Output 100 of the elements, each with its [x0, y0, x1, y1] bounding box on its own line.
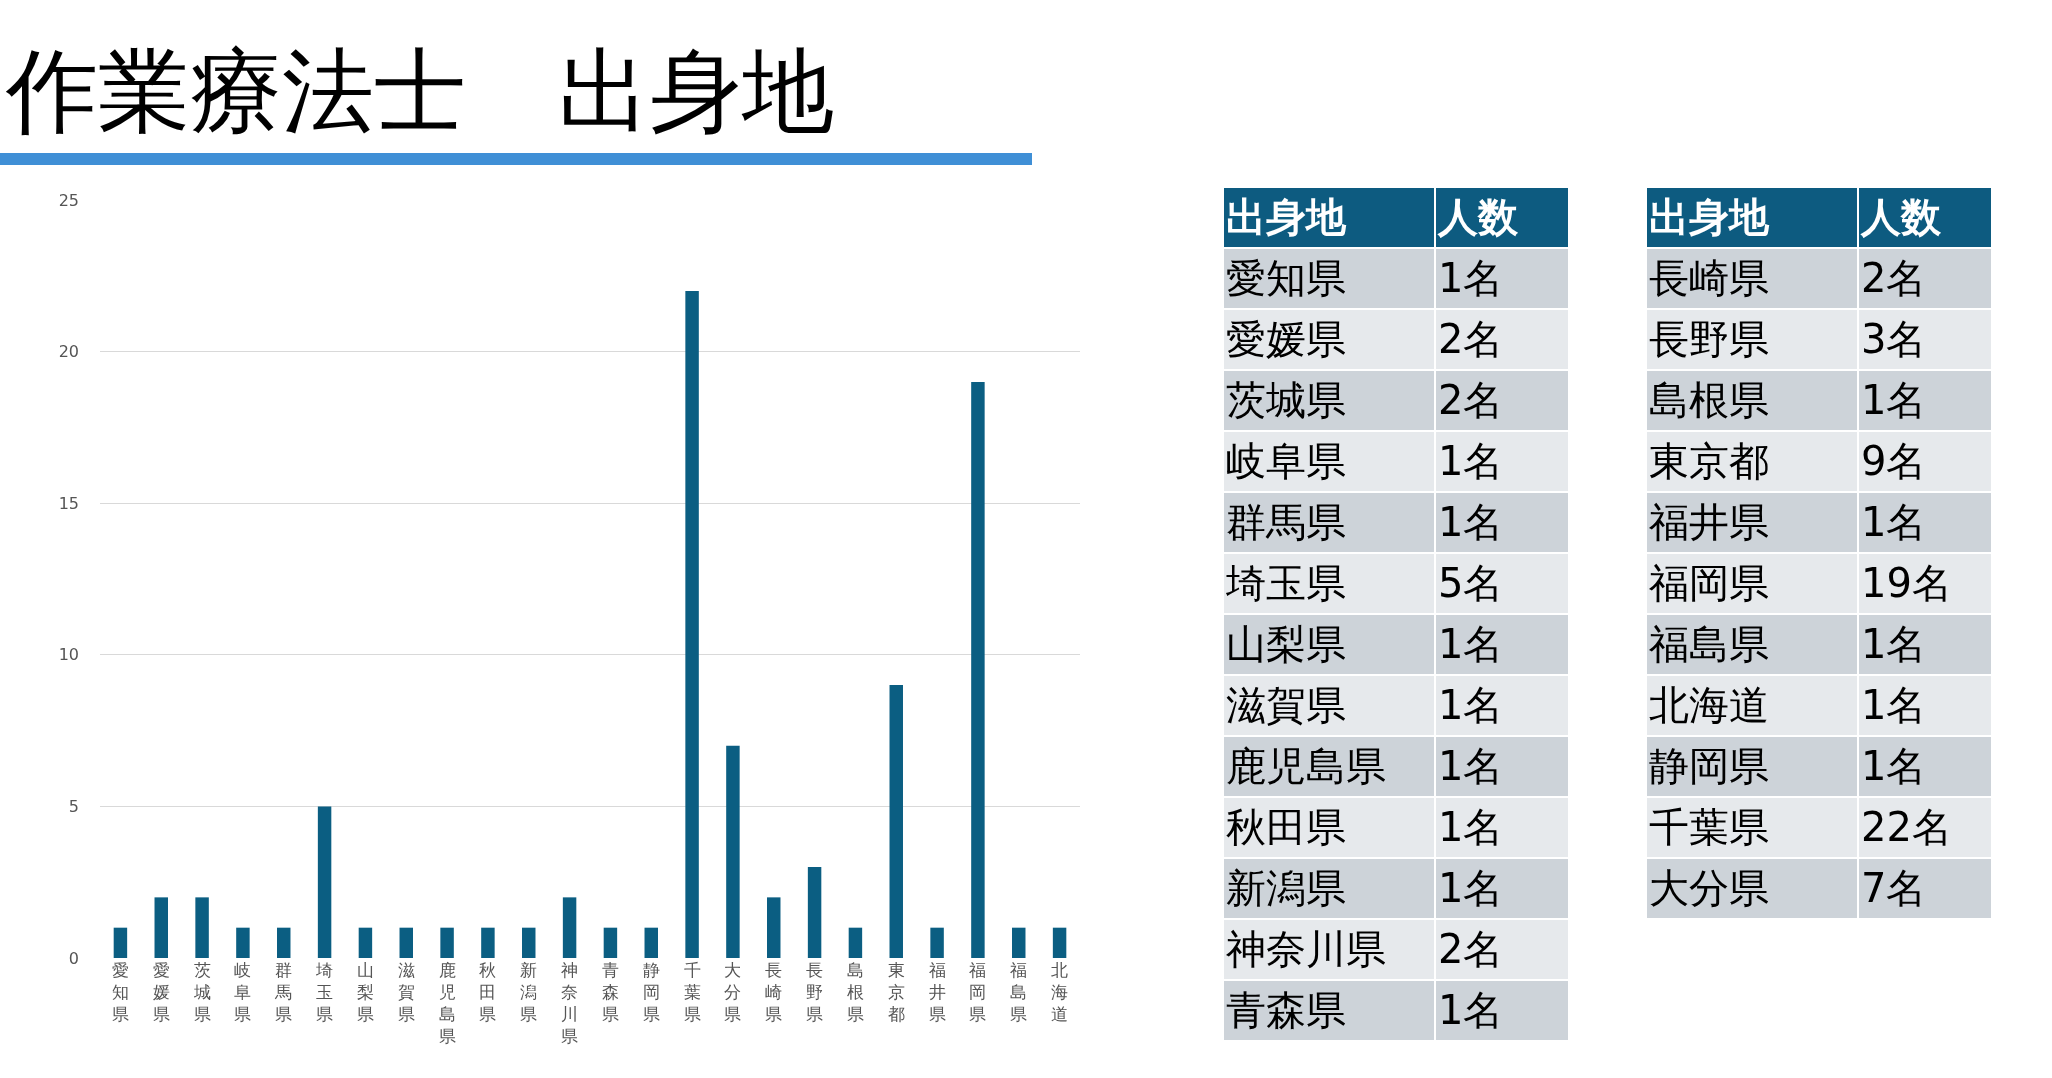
x-tick-label: 鹿児島県	[438, 960, 456, 1047]
bar	[644, 927, 658, 958]
bar	[277, 927, 291, 958]
text: 出身地	[1649, 194, 1769, 240]
category-label: 鹿児島県	[1224, 737, 1434, 796]
text: 1名	[1438, 621, 1504, 667]
bar	[971, 381, 985, 958]
x-tick-label: 福岡県	[969, 960, 987, 1025]
bar	[1012, 927, 1026, 958]
text: 9名	[1861, 438, 1927, 484]
category-label: 山梨県	[1224, 615, 1434, 674]
x-tick-label: 千葉県	[683, 960, 701, 1025]
category-label: 秋田県	[1224, 798, 1434, 857]
bar	[889, 685, 903, 958]
x-tick-label: 埼玉県	[315, 960, 334, 1025]
text: 1名	[1861, 682, 1927, 728]
text: 1名	[1861, 499, 1927, 545]
category-label: 北海道	[1647, 676, 1857, 735]
category-label: 福井県	[1647, 493, 1857, 552]
category-label: 茨城県	[1224, 371, 1434, 430]
text: 1名	[1438, 865, 1504, 911]
x-tick-label: 長崎県	[765, 960, 783, 1025]
category-label: 福島県	[1647, 615, 1857, 674]
category-label: 福岡県	[1647, 554, 1857, 613]
category-label: 東京都	[1647, 432, 1857, 491]
category-label: 岐阜県	[1224, 432, 1434, 491]
text: 人数	[1861, 194, 1941, 240]
x-tick-label: 愛知県	[111, 960, 129, 1025]
bar	[767, 897, 781, 958]
x-tick-label: 神奈川県	[561, 960, 579, 1047]
text: 1名	[1438, 499, 1504, 545]
bar	[1052, 927, 1067, 958]
text: 3名	[1861, 316, 1927, 362]
bar	[807, 867, 822, 958]
x-tick-label: 茨城県	[192, 960, 211, 1025]
bar	[113, 927, 128, 958]
x-tick-label: 新潟県	[520, 960, 538, 1025]
x-tick-label: 山梨県	[356, 960, 374, 1025]
category-label: 島根県	[1647, 371, 1857, 430]
chart-title: 作業療法士 出身地	[6, 37, 834, 147]
text: 2名	[1861, 255, 1927, 301]
bar	[685, 290, 699, 958]
bar	[481, 927, 495, 958]
text: 1名	[1438, 804, 1504, 850]
text: 7名	[1861, 865, 1927, 911]
bar	[399, 927, 413, 958]
x-tick-label: 北海道	[1051, 960, 1069, 1025]
bar	[726, 745, 740, 958]
x-tick-label: 島根県	[846, 960, 864, 1025]
text: 1名	[1438, 987, 1504, 1033]
bar	[440, 927, 454, 958]
x-tick-label: 青森県	[601, 960, 619, 1025]
category-label: 神奈川県	[1224, 920, 1434, 979]
text: 1名	[1861, 377, 1927, 423]
x-tick-label: 滋賀県	[397, 960, 415, 1025]
x-tick-label: 静岡県	[642, 960, 660, 1025]
text: 1名	[1438, 743, 1504, 789]
text: 1名	[1438, 682, 1504, 728]
y-tick-label: 20	[58, 342, 79, 362]
x-tick-label: 東京都	[887, 960, 905, 1025]
text: 1名	[1438, 255, 1504, 301]
x-tick-label: 愛媛県	[152, 960, 170, 1025]
x-tick-label: 福井県	[928, 960, 946, 1025]
category-label: 新潟県	[1224, 859, 1434, 918]
text: 1名	[1438, 438, 1504, 484]
text: 5名	[1438, 560, 1504, 606]
text: 2名	[1438, 926, 1504, 972]
text: 1名	[1861, 621, 1927, 667]
category-label: 愛媛県	[1224, 310, 1434, 369]
category-label: 滋賀県	[1224, 676, 1434, 735]
x-tick-label: 秋田県	[479, 960, 497, 1025]
text: 2名	[1438, 316, 1504, 362]
bar	[522, 927, 536, 958]
bar	[930, 927, 944, 958]
text: 人数	[1436, 188, 1568, 247]
x-tick-label: 岐阜県	[234, 960, 252, 1025]
category-label: 愛知県	[1224, 249, 1434, 308]
category-label: 長崎県	[1647, 249, 1857, 308]
y-tick-label: 10	[58, 645, 79, 665]
x-tick-label: 大分県	[724, 960, 742, 1025]
y-tick-label: 15	[58, 493, 79, 513]
category-label: 千葉県	[1647, 798, 1857, 857]
x-tick-label: 群馬県	[274, 960, 293, 1025]
category-label: 埼玉県	[1224, 554, 1434, 613]
text: 2名	[1438, 377, 1504, 423]
bar	[848, 927, 863, 958]
category-label: 長野県	[1647, 310, 1857, 369]
bar	[562, 897, 577, 958]
y-tick-label: 5	[68, 797, 79, 816]
bar	[317, 806, 332, 958]
y-tick-label: 0	[68, 948, 79, 968]
category-label: 大分県	[1647, 859, 1857, 918]
bar	[603, 927, 618, 958]
text: 22名	[1861, 804, 1952, 850]
text: 出身地	[1224, 188, 1434, 247]
bar	[154, 897, 168, 958]
x-tick-label: 長野県	[806, 960, 824, 1025]
bar	[358, 927, 373, 958]
bar	[236, 927, 250, 958]
y-tick-label: 25	[58, 190, 79, 210]
